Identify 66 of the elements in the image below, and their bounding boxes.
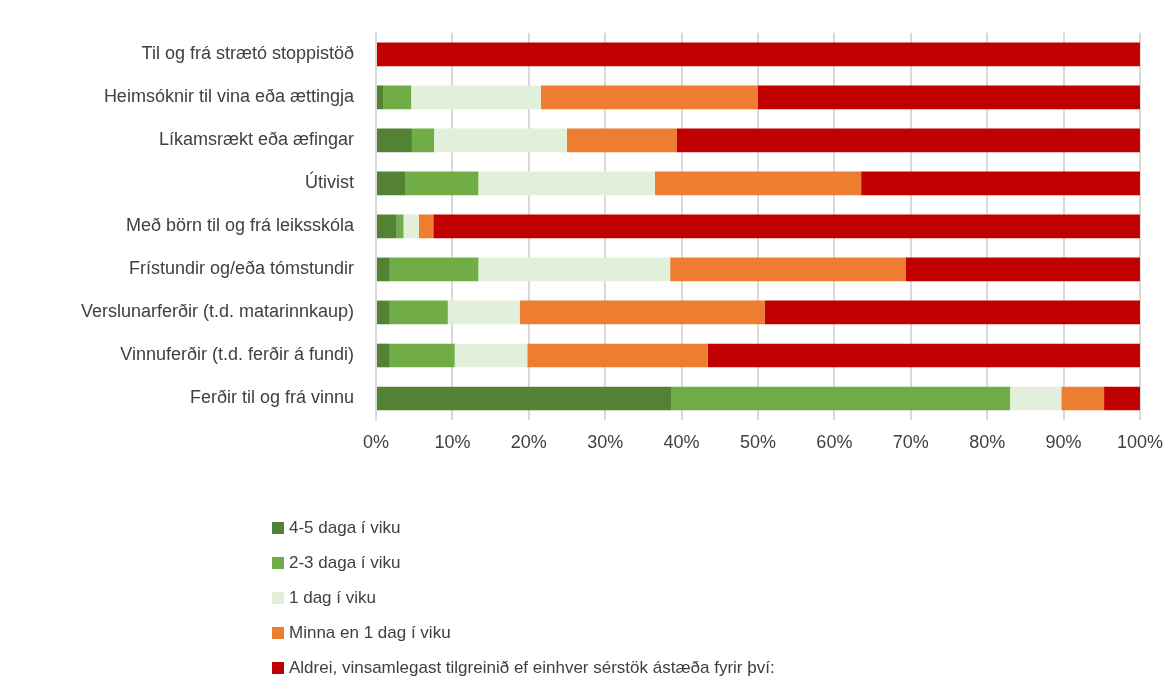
legend-label: 1 dag í viku [289,587,376,608]
bar [677,128,1140,153]
x-tick-label: 90% [1045,431,1082,452]
bar [447,300,520,325]
x-tick-label: 50% [739,431,777,452]
bar [707,343,1140,368]
y-tick-label: Vinnuferðir (t.d. ferðir á fundi) [120,344,354,365]
bar [454,343,528,368]
bar [654,171,862,196]
y-tick-label: Til og frá strætó stoppistöð [141,43,354,64]
bar [377,128,412,153]
y-tick-label: Líkamsrækt eða æfingar [158,129,354,150]
bar [377,300,390,325]
legend-label: 4-5 daga í viku [289,517,401,538]
bar [567,128,678,153]
x-tick-label: 60% [816,431,853,452]
bar [377,343,390,368]
bar [377,214,397,239]
bar [905,257,1140,282]
x-tick-label: 30% [587,431,624,452]
y-tick-label: Verslunarferðir (t.d. matarinnkaup) [80,301,354,322]
bar [411,128,435,153]
bar [377,42,1140,67]
bar [389,257,479,282]
bar [411,85,542,110]
x-tick-label: 70% [892,431,929,452]
bar [1104,386,1140,411]
x-tick-label: 40% [663,431,700,452]
x-tick-label: 0% [362,431,390,452]
bar [377,85,384,110]
bar [527,343,708,368]
y-tick-label: Með börn til og frá leiksskóla [125,215,355,236]
bar [764,300,1140,325]
bar [478,171,655,196]
bar [396,214,404,239]
y-tick-label: Heimsóknir til vina eða ættingja [103,86,355,107]
legend-label: Aldrei, vinsamlegast tilgreinið ef einhver sérstök ástæða fyrir því: [289,657,775,678]
x-tick-label: 10% [434,431,471,452]
y-tick-label: Útivist [305,171,354,193]
bar [671,386,1011,411]
x-tick-label: 100% [1116,431,1163,452]
bar [389,300,448,325]
bar [418,214,434,239]
x-tick-label: 20% [510,431,547,452]
bar [403,214,419,239]
bar [541,85,758,110]
bar [1061,386,1105,411]
y-tick-label: Frístundir og/eða tómstundir [128,258,354,279]
bar [434,128,567,153]
bar [433,214,1140,239]
bar [377,386,672,411]
bar [383,85,412,110]
bar [377,171,406,196]
legend-label: Minna en 1 dag í viku [289,622,451,643]
bar [377,257,390,282]
bar [478,257,671,282]
bar [670,257,906,282]
x-tick-label: 80% [969,431,1006,452]
y-tick-label: Ferðir til og frá vinnu [189,387,354,408]
bar [405,171,479,196]
bar [389,343,455,368]
bar [757,85,1140,110]
bar [861,171,1140,196]
bar [519,300,765,325]
legend-label: 2-3 daga í viku [289,552,401,573]
bar [1010,386,1062,411]
